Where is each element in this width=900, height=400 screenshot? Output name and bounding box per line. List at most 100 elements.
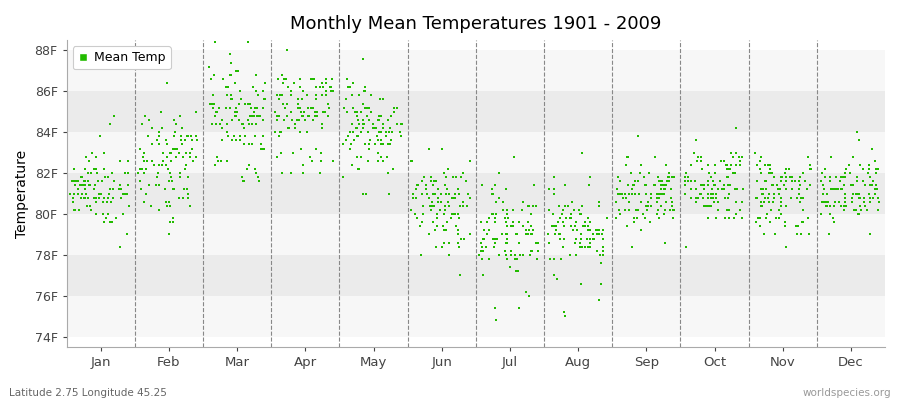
Point	[868, 186, 882, 193]
Point	[785, 174, 799, 180]
Point	[852, 190, 867, 197]
Text: worldspecies.org: worldspecies.org	[803, 388, 891, 398]
Point	[220, 92, 235, 98]
Point	[435, 145, 449, 152]
Point	[183, 150, 197, 156]
Point	[224, 96, 238, 103]
Point	[629, 207, 643, 213]
Point	[616, 194, 630, 201]
Point	[158, 186, 172, 193]
Point	[415, 219, 429, 225]
Point	[868, 166, 883, 172]
Point	[828, 198, 842, 205]
Point	[681, 174, 696, 180]
Point	[362, 117, 376, 123]
Point	[846, 182, 860, 188]
Point	[529, 203, 544, 209]
Point	[371, 150, 385, 156]
Point	[489, 211, 503, 217]
Point	[694, 154, 708, 160]
Point	[105, 194, 120, 201]
Point	[652, 215, 666, 221]
Point	[151, 129, 166, 135]
Point	[309, 145, 323, 152]
Text: Latitude 2.75 Longitude 45.25: Latitude 2.75 Longitude 45.25	[9, 388, 166, 398]
Point	[349, 125, 364, 131]
Point	[501, 215, 516, 221]
Point	[291, 104, 305, 111]
Point	[345, 92, 359, 98]
Point	[82, 158, 96, 164]
Point	[284, 117, 299, 123]
Point	[248, 108, 262, 115]
Point	[220, 121, 234, 127]
Point	[410, 194, 424, 201]
Point	[819, 198, 833, 205]
Point	[701, 203, 716, 209]
Point	[356, 121, 371, 127]
Point	[101, 211, 115, 217]
Point	[281, 125, 295, 131]
Point	[159, 137, 174, 144]
Point	[336, 141, 350, 148]
Point	[716, 186, 730, 193]
Point	[545, 223, 560, 230]
Point	[678, 182, 692, 188]
Point	[230, 104, 244, 111]
Point	[101, 194, 115, 201]
Point	[707, 198, 722, 205]
Point	[833, 203, 848, 209]
Point	[488, 240, 502, 246]
Point	[89, 198, 104, 205]
Point	[504, 223, 518, 230]
Point	[750, 178, 764, 184]
Point	[800, 215, 814, 221]
Point	[500, 211, 514, 217]
Point	[656, 211, 670, 217]
Point	[223, 72, 238, 78]
Point	[580, 227, 595, 234]
Point	[754, 170, 769, 176]
Point	[163, 150, 177, 156]
Point	[701, 182, 716, 188]
Point	[651, 207, 665, 213]
Point	[774, 178, 788, 184]
Point	[711, 207, 725, 213]
Point	[838, 190, 852, 197]
Point	[695, 166, 709, 172]
Point	[139, 190, 153, 197]
Point	[447, 194, 462, 201]
Point	[159, 154, 174, 160]
Point	[591, 297, 606, 303]
Point	[417, 174, 431, 180]
Point	[439, 174, 454, 180]
Point	[112, 158, 127, 164]
Point	[429, 215, 444, 221]
Point	[220, 104, 234, 111]
Point	[574, 211, 589, 217]
Point	[284, 108, 298, 115]
Point	[183, 203, 197, 209]
Point	[137, 170, 151, 176]
Point	[446, 174, 460, 180]
Point	[725, 154, 740, 160]
Point	[326, 158, 340, 164]
Point	[386, 166, 400, 172]
Point	[161, 166, 176, 172]
Point	[611, 190, 625, 197]
Point	[476, 272, 491, 278]
Point	[453, 272, 467, 278]
Point	[753, 154, 768, 160]
Point	[608, 198, 623, 205]
Point	[696, 182, 710, 188]
Point	[693, 190, 707, 197]
Point	[757, 231, 771, 238]
Point	[793, 198, 807, 205]
Point	[613, 178, 627, 184]
Point	[527, 182, 542, 188]
Point	[836, 174, 850, 180]
Point	[315, 121, 329, 127]
Point	[708, 162, 723, 168]
Point	[852, 194, 867, 201]
Point	[336, 174, 350, 180]
